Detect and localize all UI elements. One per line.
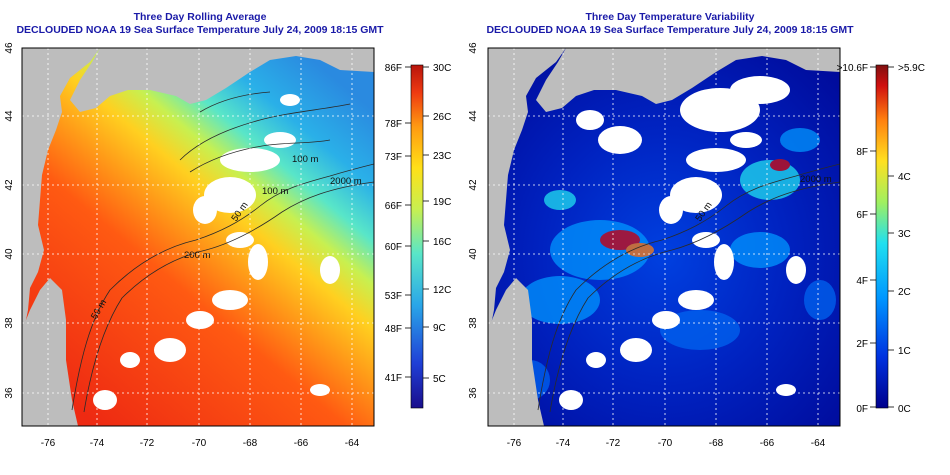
right-cb-c-5: 1C — [898, 346, 911, 357]
right-lon-label-3: -72 — [606, 438, 621, 449]
right-lon-label-5: -68 — [709, 438, 724, 449]
right-cb-f-5: 2F — [856, 339, 868, 350]
left-cb-f-1: 86F — [385, 63, 402, 74]
left-title-line1: Three Day Rolling Average — [133, 11, 267, 23]
left-map-title: Three Day Rolling Average DECLOUDED NOAA… — [0, 11, 400, 37]
left-lat-label-5: 44 — [4, 110, 15, 122]
right-title-line2: DECLOUDED NOAA 19 Sea Surface Temperatur… — [486, 24, 854, 36]
right-contour-label-2: 2000 m — [800, 174, 832, 185]
right-lon-label-4: -70 — [658, 438, 673, 449]
right-cb-f-3: 6F — [856, 210, 868, 221]
left-cb-c-7: 9C — [433, 323, 446, 334]
right-lat-label-5: 44 — [468, 110, 479, 122]
left-cb-f-5: 60F — [385, 242, 402, 253]
right-land-coast — [488, 48, 566, 345]
right-bathymetry-contours — [537, 163, 840, 413]
left-land-coast — [22, 48, 100, 345]
left-lat-label-1: 36 — [4, 387, 15, 399]
right-cb-c-3: 3C — [898, 229, 911, 240]
left-lon-label-7: -64 — [345, 438, 360, 449]
left-cb-c-2: 26C — [433, 112, 451, 123]
left-cb-f-2: 78F — [385, 119, 402, 130]
right-x-axis: -76 -74 -72 -70 -68 -66 -64 — [507, 438, 826, 449]
left-x-axis: -76 -74 -72 -70 -68 -66 -64 — [41, 438, 360, 449]
right-cb-f-1: >10.6F — [837, 63, 868, 74]
left-graticule — [22, 48, 374, 426]
left-cb-f-6: 53F — [385, 291, 402, 302]
left-cb-c-8: 5C — [433, 374, 446, 385]
left-cb-c-1: 30C — [433, 63, 451, 74]
left-lat-label-4: 42 — [4, 179, 15, 191]
right-land-south — [488, 278, 544, 426]
right-land-north — [536, 48, 840, 112]
left-lat-label-3: 40 — [4, 248, 15, 260]
right-cb-c-2: 4C — [898, 172, 911, 183]
left-lon-label-5: -68 — [243, 438, 258, 449]
left-land-south — [22, 278, 78, 426]
right-map-frame — [487, 47, 841, 427]
left-cb-f-7: 48F — [385, 324, 402, 335]
left-cb-c-5: 16C — [433, 237, 451, 248]
left-colorbar: 86F 78F 73F 66F 60F 53F 48F 41F 30C 26C … — [385, 63, 451, 409]
left-cb-f-3: 73F — [385, 152, 402, 163]
right-lat-label-3: 40 — [468, 248, 479, 260]
right-cb-f-6: 0F — [856, 404, 868, 415]
left-lon-label-6: -66 — [294, 438, 309, 449]
left-cb-f-8: 41F — [385, 373, 402, 384]
right-lon-label-7: -64 — [811, 438, 826, 449]
right-cb-c-4: 2C — [898, 287, 911, 298]
left-map-frame — [21, 47, 375, 427]
left-cb-c-3: 23C — [433, 151, 451, 162]
left-lat-label-6: 46 — [4, 42, 15, 54]
right-lon-label-1: -76 — [507, 438, 522, 449]
right-lat-label-6: 46 — [468, 42, 479, 54]
right-lat-label-4: 42 — [468, 179, 479, 191]
left-cb-c-4: 19C — [433, 197, 451, 208]
left-colorbar-gradient — [410, 64, 424, 409]
right-lat-label-2: 38 — [468, 317, 479, 329]
right-map-title: Three Day Temperature Variability DECLOU… — [470, 11, 870, 37]
right-lon-label-6: -66 — [760, 438, 775, 449]
right-colorbar: >10.6F 8F 6F 4F 2F 0F >5.9C 4C 3C 2C 1C … — [837, 63, 925, 415]
right-colorbar-gradient — [875, 64, 889, 409]
left-cloud-patches — [93, 94, 340, 410]
right-cb-f-2: 8F — [856, 147, 868, 158]
left-land-north — [70, 48, 374, 112]
right-graticule — [488, 48, 840, 426]
left-contour-label-5: 200 m — [184, 250, 210, 261]
right-cb-c-1: >5.9C — [898, 63, 925, 74]
right-cb-f-4: 4F — [856, 276, 868, 287]
left-contour-label-3: 2000 m — [330, 176, 362, 187]
left-bathymetry-contours — [71, 91, 374, 413]
left-contour-label-1: 100 m — [292, 154, 318, 165]
left-lon-label-4: -70 — [192, 438, 207, 449]
left-cb-f-4: 66F — [385, 201, 402, 212]
right-y-axis: 36 38 40 42 44 46 — [468, 42, 479, 399]
left-lon-label-2: -74 — [90, 438, 105, 449]
right-variability-map: 50 m 2000 m — [488, 48, 840, 426]
left-lat-label-2: 38 — [4, 317, 15, 329]
left-contour-label-2: 100 m — [262, 186, 288, 197]
left-lon-label-1: -76 — [41, 438, 56, 449]
right-title-line1: Three Day Temperature Variability — [585, 11, 755, 23]
left-sst-map: 100 m 100 m 2000 m 50 m 200 m 50 m — [22, 48, 374, 426]
left-lon-label-3: -72 — [140, 438, 155, 449]
left-cb-c-6: 12C — [433, 285, 451, 296]
left-title-line2: DECLOUDED NOAA 19 Sea Surface Temperatur… — [16, 24, 384, 36]
left-y-axis: 36 38 40 42 44 46 — [4, 42, 15, 399]
right-lat-label-1: 36 — [468, 387, 479, 399]
right-lon-label-2: -74 — [556, 438, 571, 449]
right-cb-c-6: 0C — [898, 404, 911, 415]
right-cloud-patches — [559, 76, 806, 410]
